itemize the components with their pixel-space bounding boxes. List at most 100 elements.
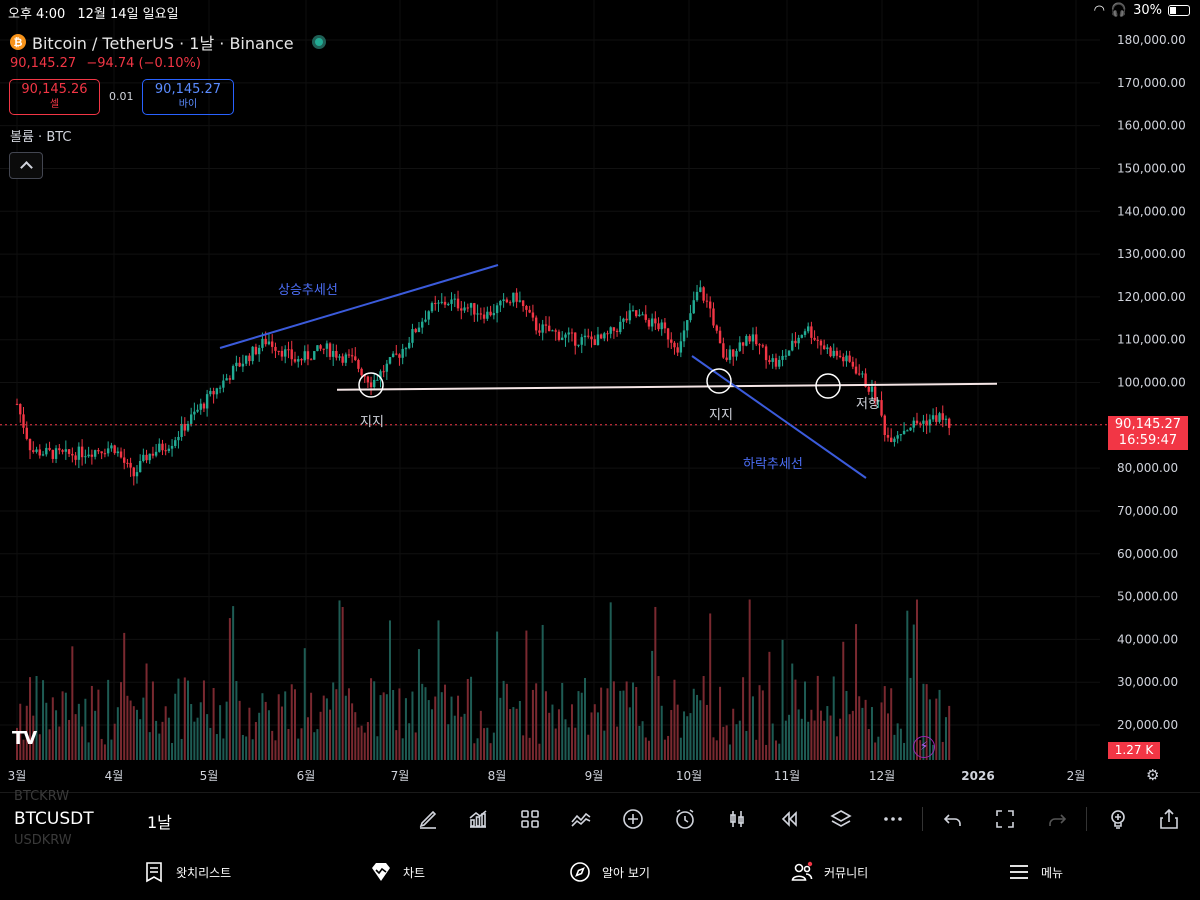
volume-bar bbox=[466, 678, 469, 760]
volume-indicator-label[interactable]: 볼륨 · BTC bbox=[10, 130, 72, 145]
candle-body bbox=[142, 454, 145, 462]
candle-body bbox=[915, 420, 919, 424]
volume-bar bbox=[267, 710, 270, 760]
candle-body bbox=[725, 357, 728, 360]
alert-button[interactable] bbox=[670, 805, 700, 833]
volume-bar bbox=[366, 722, 369, 760]
candle-body bbox=[48, 447, 51, 450]
price-tick-label: 150,000.00 bbox=[1117, 161, 1186, 175]
candle-body bbox=[300, 359, 303, 361]
drawing-tool-button[interactable] bbox=[413, 805, 443, 833]
candle-body bbox=[106, 448, 110, 454]
lightbulb-icon bbox=[1111, 810, 1125, 829]
volume-bar bbox=[385, 694, 388, 760]
volume-bar bbox=[264, 701, 267, 760]
volume-bar bbox=[638, 725, 641, 760]
candle-body bbox=[492, 313, 496, 316]
volume-bar bbox=[186, 680, 189, 760]
candle-body bbox=[551, 330, 554, 332]
volume-bar bbox=[738, 720, 741, 760]
nav-watchlist[interactable]: 왓치리스트 bbox=[142, 860, 231, 884]
candle-body bbox=[238, 362, 241, 367]
candle-body bbox=[912, 420, 915, 428]
volume-bar bbox=[525, 630, 528, 760]
undo-button[interactable] bbox=[938, 805, 968, 833]
volume-bar bbox=[647, 740, 650, 760]
volume-bar bbox=[51, 697, 54, 760]
volume-bar bbox=[113, 723, 116, 760]
candle-body bbox=[800, 334, 804, 338]
ideas-button[interactable] bbox=[1103, 805, 1133, 833]
volume-bar bbox=[541, 624, 544, 760]
candle-body bbox=[209, 391, 212, 395]
candle-body bbox=[231, 366, 235, 380]
volume-bar bbox=[287, 728, 290, 760]
ticker-selector[interactable]: BTCUSDT bbox=[14, 809, 94, 829]
layers-icon bbox=[830, 810, 852, 827]
volume-bar bbox=[551, 704, 554, 760]
volume-bar bbox=[909, 677, 912, 760]
candle-body bbox=[447, 303, 450, 305]
candle-body bbox=[638, 314, 641, 317]
volume-bar bbox=[899, 728, 902, 760]
buy-button[interactable]: 90,145.27 바이 bbox=[142, 79, 234, 115]
time-tick-label: 12월 bbox=[869, 769, 895, 783]
settings-gear-icon[interactable]: ⚙ bbox=[1146, 766, 1160, 784]
price-tick-label: 170,000.00 bbox=[1117, 76, 1186, 90]
chart-type-button[interactable] bbox=[722, 805, 752, 833]
volume-bar bbox=[202, 680, 205, 760]
symbol-title[interactable]: Bitcoin / TetherUS · 1날 · Binance bbox=[32, 34, 294, 53]
volume-bar bbox=[370, 678, 373, 760]
fullscreen-button[interactable] bbox=[990, 805, 1020, 833]
volume-bar bbox=[896, 723, 899, 760]
indicators-button[interactable] bbox=[463, 805, 493, 833]
candle-body bbox=[369, 382, 373, 388]
sell-button[interactable]: 90,145.26 셀 bbox=[9, 79, 100, 115]
lightning-icon[interactable]: ⚡ bbox=[913, 736, 935, 758]
candle-body bbox=[631, 310, 635, 312]
more-dots-icon bbox=[884, 817, 902, 821]
candle-body bbox=[271, 341, 274, 347]
more-button[interactable] bbox=[878, 805, 908, 833]
nav-chart[interactable]: 차트 bbox=[369, 860, 425, 884]
volume-bar bbox=[158, 733, 161, 760]
nav-menu[interactable]: 메뉴 bbox=[1007, 860, 1063, 884]
volume-bar bbox=[135, 709, 138, 760]
compare-button[interactable] bbox=[566, 805, 596, 833]
volume-bar bbox=[379, 695, 382, 760]
candle-body bbox=[338, 356, 341, 358]
candle-body bbox=[867, 386, 870, 392]
candle-body bbox=[531, 312, 535, 318]
layouts-button[interactable] bbox=[515, 805, 545, 833]
candle-body bbox=[404, 348, 408, 350]
volume-bar bbox=[238, 700, 241, 760]
nav-community[interactable]: 커뮤니티 bbox=[790, 860, 868, 884]
support-touch-circle bbox=[358, 372, 384, 398]
volume-bar bbox=[427, 700, 430, 760]
interval-selector[interactable]: 1날 bbox=[147, 813, 172, 832]
rewind-icon bbox=[781, 811, 797, 827]
add-button[interactable] bbox=[618, 805, 648, 833]
collapse-button[interactable] bbox=[9, 152, 43, 179]
volume-bar bbox=[129, 700, 132, 760]
candle-body bbox=[695, 291, 699, 301]
replay-button[interactable] bbox=[774, 805, 804, 833]
ticker-next[interactable]: USDKRW bbox=[14, 833, 72, 848]
volume-bar bbox=[886, 713, 889, 760]
volume-bar bbox=[241, 734, 244, 760]
price-tick-label: 110,000.00 bbox=[1117, 333, 1186, 347]
redo-button[interactable] bbox=[1042, 805, 1072, 833]
candle-body bbox=[177, 436, 180, 441]
candle-body bbox=[354, 356, 357, 360]
nav-explore[interactable]: 알아 보기 bbox=[568, 860, 650, 884]
ticker-previous[interactable]: BTCKRW bbox=[14, 789, 70, 804]
objects-button[interactable] bbox=[826, 805, 856, 833]
candle-body bbox=[686, 320, 689, 331]
share-button[interactable] bbox=[1154, 805, 1184, 833]
candle-body bbox=[135, 472, 139, 477]
symbol-header[interactable]: ₿ Bitcoin / TetherUS · 1날 · Binance bbox=[10, 30, 326, 54]
candle-body bbox=[212, 391, 215, 395]
candle-body bbox=[110, 445, 113, 449]
candle-body bbox=[316, 345, 319, 352]
